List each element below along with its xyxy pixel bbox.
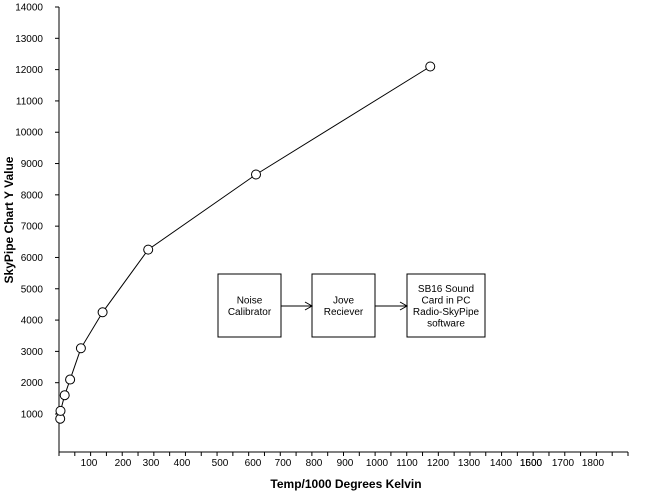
x-tick-label: 1400 [490, 458, 513, 469]
arrow-head [399, 301, 409, 311]
series-polyline [59, 66, 431, 419]
y-axis-ticks: 1000 2000 3000 4000 5000 6000 7000 8000 9000 1000… [15, 3, 59, 421]
x-tick-label: 800 [306, 458, 323, 469]
data-point [65, 374, 76, 385]
diagram-box-label: SB16 Sound [418, 284, 474, 295]
data-point [75, 343, 86, 354]
y-tick-label: 4000 [21, 316, 44, 327]
x-tick-label: 1700 [552, 458, 575, 469]
x-tick-label: 700 [275, 458, 292, 469]
data-point [143, 244, 154, 255]
y-tick-label: 5000 [21, 284, 44, 295]
y-tick-label: 8000 [21, 190, 44, 201]
x-tick-label: 200 [115, 458, 132, 469]
x-tick-label: 1600 [520, 458, 543, 469]
y-tick-label: 3000 [21, 347, 44, 358]
series-line [59, 66, 431, 419]
data-point [251, 169, 261, 180]
y-tick-label: 9000 [21, 159, 44, 170]
diagram-box-label: Radio-SkyPipe [413, 307, 480, 318]
axes [58, 7, 628, 453]
x-tick-label: 400 [174, 458, 191, 469]
x-tick-label: 1200 [427, 458, 450, 469]
x-axis-ticks: 100 200 300 400 500 600 700 800 900 1000 1100 1200 1… [58, 452, 629, 469]
x-tick-label: 600 [245, 458, 262, 469]
x-tick-label: 300 [143, 458, 160, 469]
diagram-box-label: Jove [333, 295, 355, 306]
y-tick-label: 6000 [21, 253, 44, 264]
x-tick-label: 1800 [582, 458, 605, 469]
y-tick-label: 11000 [16, 96, 44, 107]
y-tick-label: 10000 [15, 128, 43, 139]
x-axis-title: Temp/1000 Degrees Kelvin [270, 477, 421, 491]
diagram-box-label: Noise [237, 295, 263, 306]
y-tick-label: 13000 [15, 34, 43, 45]
y-axis-title: SkyPipe Chart Y Value [2, 156, 16, 283]
x-tick-label: 1300 [458, 458, 481, 469]
series-points [55, 61, 436, 424]
diagram-box-label: Card in PC [422, 295, 471, 306]
y-tick-label: 2000 [21, 378, 44, 389]
diagram-box-label: software [427, 318, 465, 329]
diagram-box-label: Reciever [324, 307, 364, 318]
arrow-head [304, 301, 314, 311]
y-tick-label: 7000 [21, 222, 44, 233]
data-point [59, 390, 70, 401]
y-tick-label: 14000 [15, 3, 43, 14]
y-tick-label: 1000 [21, 410, 44, 421]
x-tick-label: 100 [81, 458, 98, 469]
x-tick-label: 900 [337, 458, 354, 469]
diagram-box-label: Calibrator [228, 307, 272, 318]
x-tick-label: 1100 [396, 458, 418, 469]
noise-calibrator-box [217, 273, 282, 338]
data-point [97, 307, 108, 318]
data-point [425, 61, 436, 72]
x-tick-label: 500 [212, 458, 229, 469]
data-point [55, 405, 66, 416]
x-tick-label: 1000 [366, 458, 389, 469]
x-tick-label: 1500 [520, 458, 543, 469]
y-tick-label: 12000 [15, 65, 43, 76]
